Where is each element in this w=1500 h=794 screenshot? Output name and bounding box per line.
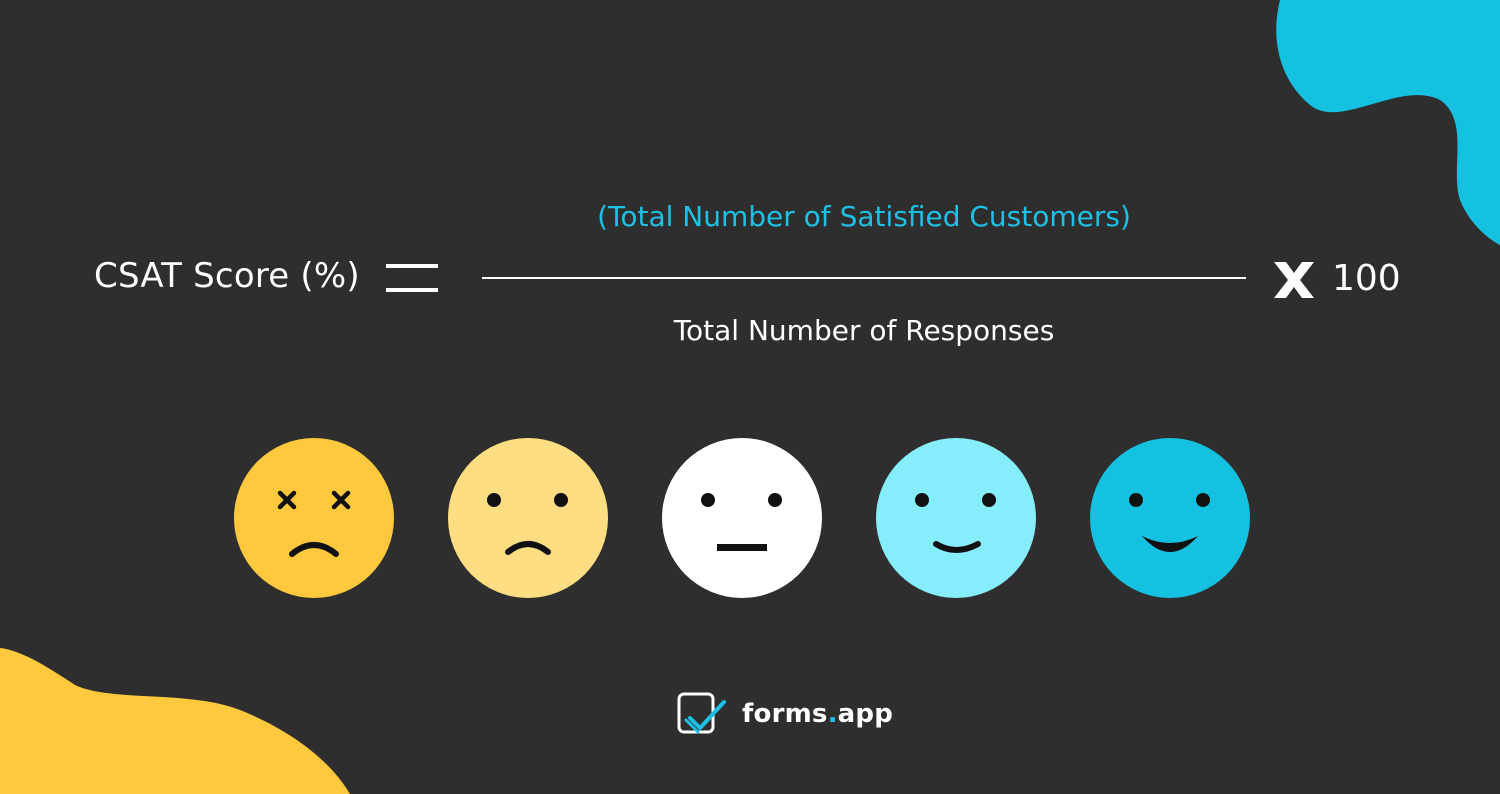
equals-sign-icon (386, 264, 440, 294)
decorative-blob-bottom-left (0, 648, 350, 794)
forms-app-wordmark: forms. app (742, 699, 893, 729)
formula-numerator: (Total Number of Satisfied Customers) (597, 200, 1131, 233)
very-dissatisfied-face-icon (234, 438, 394, 598)
csat-score-label: CSAT Score (%) (94, 256, 360, 296)
brand-name-dot: . (827, 699, 838, 729)
brand-name-part2: app (837, 699, 894, 729)
fraction-line (482, 277, 1246, 279)
formula-denominator: Total Number of Responses (673, 314, 1055, 347)
very-satisfied-face-icon (1090, 438, 1250, 598)
neutral-face-icon (662, 438, 822, 598)
formula-multiplier: 100 (1332, 258, 1401, 299)
multiply-icon (1274, 262, 1314, 298)
forms-app-brand: forms. app (676, 692, 893, 736)
satisfied-face-icon (876, 438, 1036, 598)
brand-name-part1: forms (742, 699, 828, 729)
dissatisfied-face-icon (448, 438, 608, 598)
forms-app-logo-icon (676, 692, 732, 736)
decorative-blob-top-right (1276, 0, 1500, 245)
